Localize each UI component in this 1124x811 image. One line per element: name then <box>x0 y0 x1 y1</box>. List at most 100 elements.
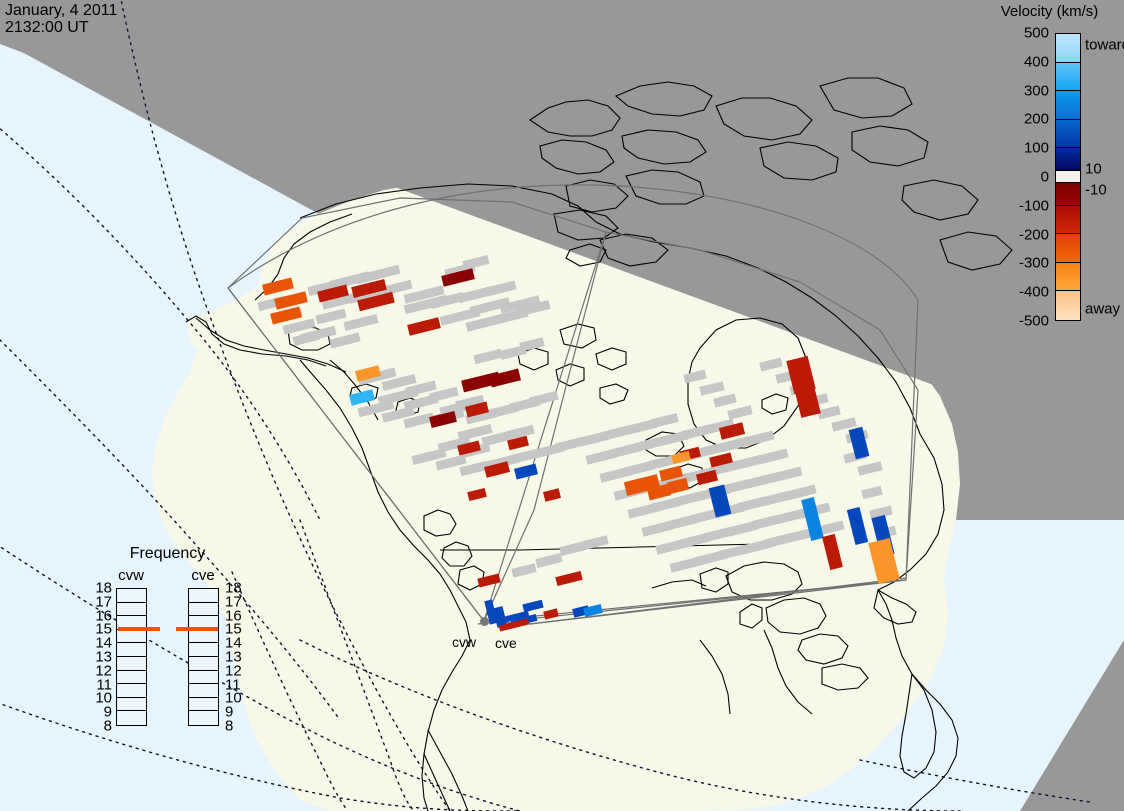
velocity-cell <box>441 268 475 287</box>
frequency-tick-cvw-12: 12 <box>95 662 112 680</box>
ground-scatter-cell <box>315 308 347 325</box>
ground-scatter-cell <box>627 418 659 435</box>
radar-site-marker <box>480 617 489 626</box>
ground-scatter-cell <box>529 390 559 407</box>
velocity-cell <box>555 570 583 587</box>
ground-scatter-cell <box>775 508 805 525</box>
frequency-segment <box>117 671 146 685</box>
colorbar-band-150 <box>1056 119 1080 149</box>
frequency-segment <box>117 698 146 712</box>
ground-scatter-cell <box>499 344 527 361</box>
ground-scatter-cell <box>695 442 723 459</box>
velocity-cell <box>349 389 375 406</box>
ground-scatter-cell <box>555 436 585 453</box>
frequency-segment <box>189 711 218 725</box>
frequency-tick-cve-14: 14 <box>225 634 242 652</box>
frequency-column-name-cvw: cvw <box>118 567 144 584</box>
frequency-marker-cvw <box>118 627 160 632</box>
ground-scatter-cell <box>439 307 481 326</box>
frequency-tick-cve-11: 11 <box>225 676 241 694</box>
ground-scatter-cell <box>381 406 415 423</box>
ground-scatter-cell <box>693 550 725 567</box>
frequency-segment <box>189 630 218 644</box>
frequency-tick-cve-16: 16 <box>225 607 242 625</box>
velocity-cell <box>355 365 381 382</box>
frequency-column-name-cve: cve <box>191 567 215 584</box>
colorbar-zero-gap <box>1056 171 1080 183</box>
velocity-cell <box>822 533 843 571</box>
frequency-segment <box>189 657 218 671</box>
ground-scatter-cell <box>511 563 537 578</box>
frequency-tick-cvw-16: 16 <box>95 607 112 625</box>
frequency-tick-cvw-18: 18 <box>95 579 112 597</box>
ground-scatter-cell <box>743 430 775 447</box>
frequency-tick-cve-18: 18 <box>225 579 242 597</box>
velocity-cell <box>708 484 732 518</box>
colorbar-band--250 <box>1056 234 1080 263</box>
colorbar-band-50 <box>1056 148 1080 172</box>
ground-scatter-cell <box>509 448 539 465</box>
colorbar-tick-400: 400 <box>1023 53 1049 71</box>
ground-scatter-cell <box>751 514 779 531</box>
ground-scatter-cell <box>651 412 679 429</box>
frequency-tick-cvw-9: 9 <box>103 703 112 721</box>
radar-site-label-cve: cve <box>495 635 517 651</box>
velocity-cell <box>522 599 544 613</box>
velocity-cell <box>666 477 690 495</box>
ground-scatter-cell <box>713 393 737 408</box>
ground-scatter-cell <box>411 448 447 465</box>
ground-scatter-cell <box>519 337 545 352</box>
frequency-tick-cve-8: 8 <box>225 717 234 735</box>
colorbar-band--50 <box>1056 182 1080 206</box>
ground-scatter-cell <box>785 484 817 501</box>
colorbar-tick--200: -200 <box>1018 226 1049 244</box>
velocity-cell <box>543 608 559 620</box>
frequency-segment <box>189 671 218 685</box>
colorbar-neg-threshold: -10 <box>1085 181 1107 199</box>
velocity-cell <box>848 426 870 460</box>
frequency-tick-cve-15: 15 <box>225 620 242 638</box>
ground-scatter-cell <box>603 424 633 441</box>
ground-scatter-cell <box>681 424 709 441</box>
ground-scatter-cell <box>403 285 445 304</box>
geographic-gridlines <box>0 0 1091 811</box>
ground-scatter-cell <box>403 412 435 429</box>
frequency-segment <box>117 657 146 671</box>
ground-scatter-cell <box>375 279 413 298</box>
colorbar-tick--300: -300 <box>1018 254 1049 272</box>
velocity-cell <box>793 380 821 418</box>
velocity-cell <box>351 279 387 298</box>
colorbar-tick-0: 0 <box>1040 168 1049 186</box>
colorbar-tick-labels: 500 400 300 200 100 0 -100 -200 -300 -400 -500 <box>975 0 1051 340</box>
frequency-marker-cve <box>176 627 218 632</box>
ground-scatter-cell <box>651 496 683 513</box>
ground-scatter-cell <box>357 399 395 418</box>
colorbar-tick--400: -400 <box>1018 283 1049 301</box>
colorbar-band--150 <box>1056 205 1080 235</box>
velocity-colorbar: Velocity (km/s) 500 400 300 200 100 0 -100 -200… <box>975 0 1124 340</box>
ground-scatter-cell <box>343 314 379 331</box>
velocity-cell <box>484 461 510 478</box>
time-text: 2132:00 UT <box>5 19 89 36</box>
ground-scatter-cell <box>709 460 737 477</box>
ground-scatter-cell <box>462 254 490 271</box>
velocity-cell <box>357 291 395 312</box>
frequency-tick-cvw-14: 14 <box>95 634 112 652</box>
frequency-segment <box>117 630 146 644</box>
ground-scatter-cell <box>857 461 883 476</box>
ground-scatter-cell <box>457 285 495 304</box>
colorbar-band--350 <box>1056 262 1080 292</box>
ground-scatter-cell <box>485 280 517 297</box>
frequency-tick-cve-13: 13 <box>225 648 242 666</box>
ground-scatter-cell <box>727 520 759 537</box>
ground-scatter-cell <box>647 454 677 471</box>
velocity-cell <box>623 474 661 496</box>
frequency-segment <box>117 643 146 657</box>
colorbar-tick-100: 100 <box>1023 139 1049 157</box>
ground-scatter-cell <box>429 292 465 309</box>
velocity-cell <box>477 573 501 588</box>
velocity-cell <box>718 422 746 440</box>
colorbar-away-label: away <box>1085 300 1121 318</box>
ground-scatter-cell <box>761 490 791 507</box>
velocity-cell <box>500 610 530 624</box>
